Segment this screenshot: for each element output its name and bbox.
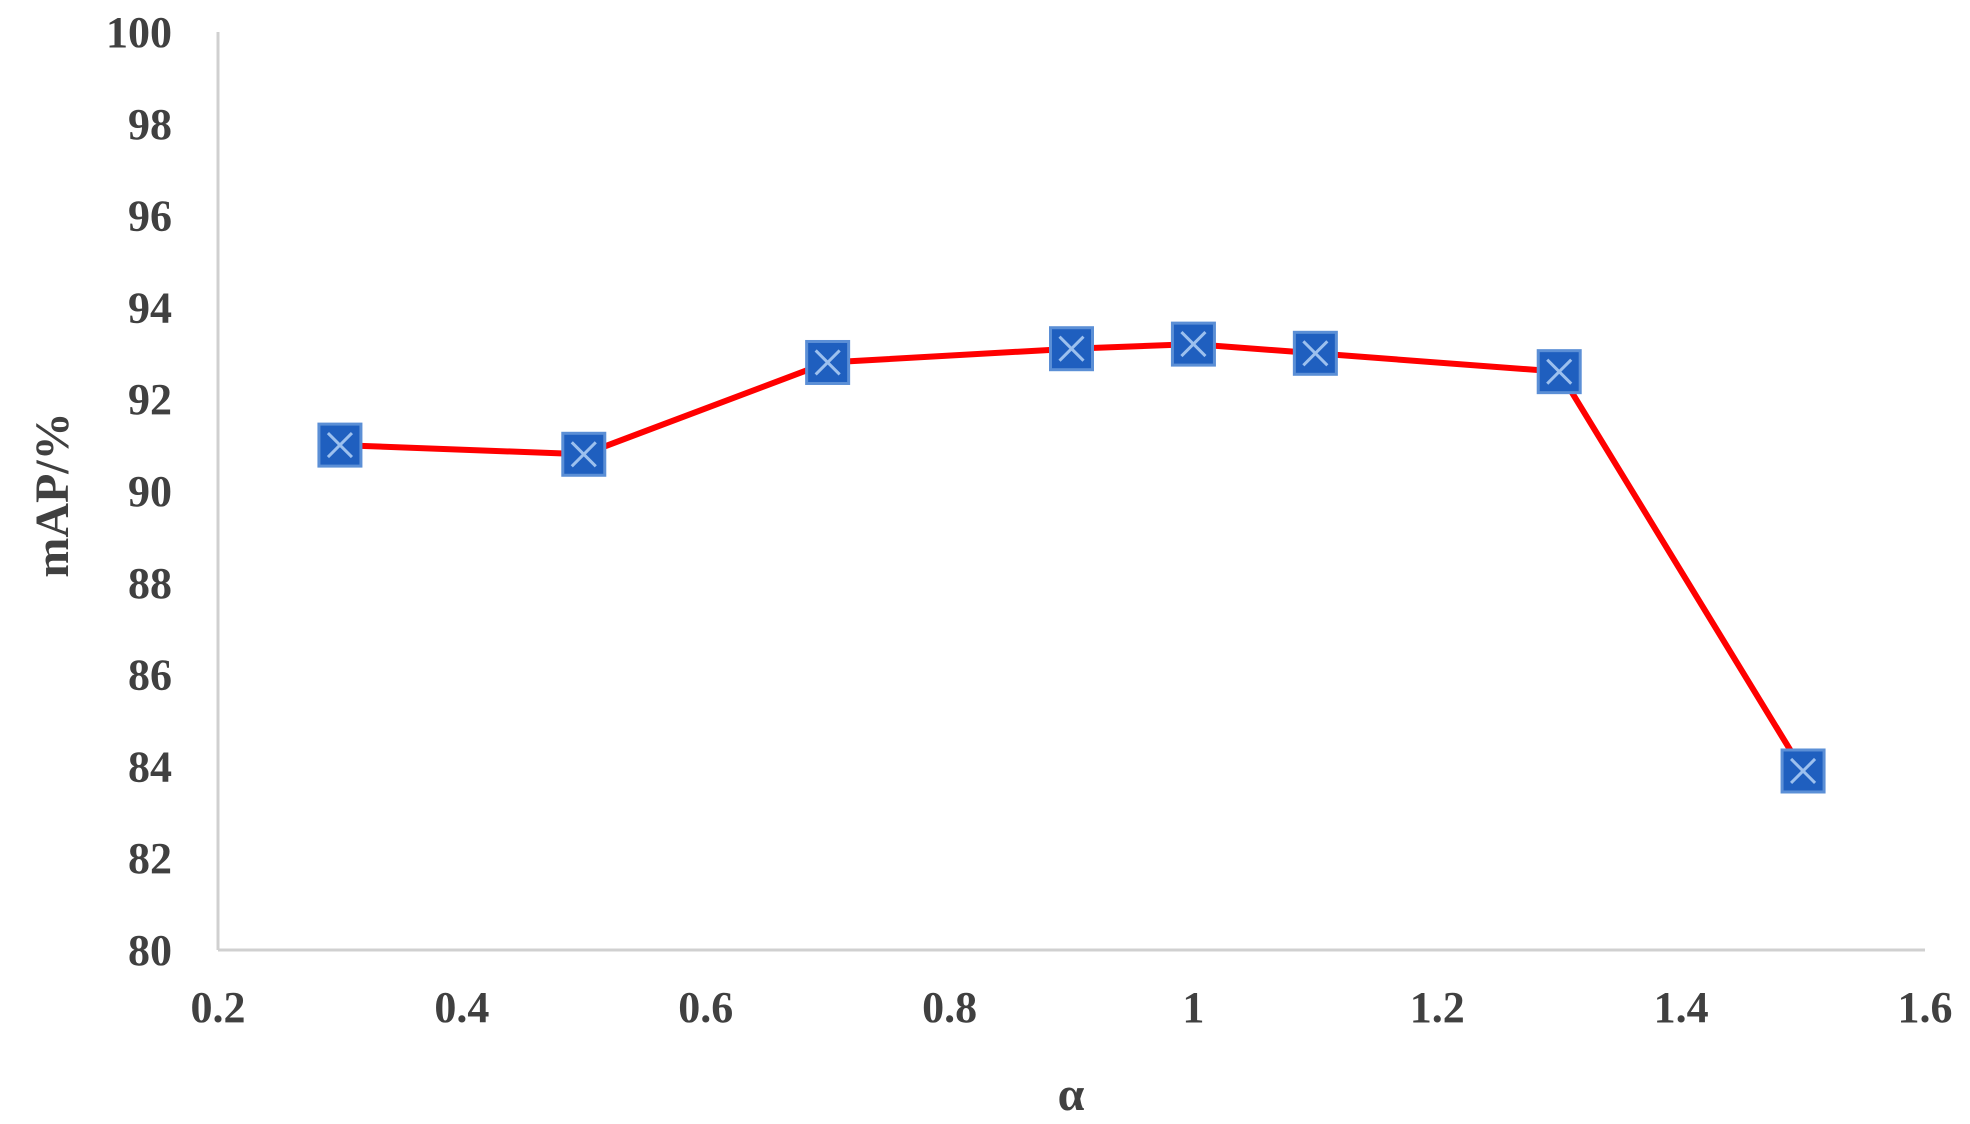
data-point: [1536, 349, 1582, 395]
y-tick-label: 96: [128, 192, 172, 241]
y-tick-label: 82: [128, 834, 172, 883]
x-tick-label: 0.6: [678, 983, 733, 1032]
x-tick-label: 1: [1182, 983, 1204, 1032]
x-tick-labels: 0.2 0.4 0.6 0.8 1 1.2 1.4 1.6: [191, 983, 1953, 1032]
y-tick-label: 98: [128, 100, 172, 149]
series-layer: [317, 321, 1826, 794]
data-point: [1780, 748, 1826, 794]
x-tick-label: 0.4: [434, 983, 489, 1032]
y-tick-label: 94: [128, 283, 172, 332]
x-tick-label: 0.8: [922, 983, 977, 1032]
y-tick-label: 92: [128, 375, 172, 424]
data-point: [1292, 330, 1338, 376]
data-point: [561, 431, 607, 477]
x-tick-label: 0.2: [191, 983, 246, 1032]
series-line: [339, 341, 1806, 773]
y-axis-title: mAP/%: [26, 412, 79, 577]
x-tick-label: 1.4: [1654, 983, 1709, 1032]
y-tick-label: 86: [128, 651, 172, 700]
data-point: [317, 422, 363, 468]
y-tick-label: 88: [128, 559, 172, 608]
y-tick-label: 84: [128, 742, 172, 791]
y-tick-label: 80: [128, 926, 172, 975]
x-tick-label: 1.2: [1410, 983, 1465, 1032]
data-point: [805, 339, 851, 385]
y-tick-labels: 80 82 84 86 88 90 92 94 96 98 100: [106, 8, 172, 975]
y-tick-label: 90: [128, 467, 172, 516]
y-tick-label: 100: [106, 8, 172, 57]
x-axis-title: α: [1058, 1068, 1085, 1121]
x-tick-label: 1.6: [1898, 983, 1953, 1032]
axes: [216, 32, 1925, 952]
data-point: [1049, 326, 1094, 372]
data-point: [1170, 321, 1216, 367]
